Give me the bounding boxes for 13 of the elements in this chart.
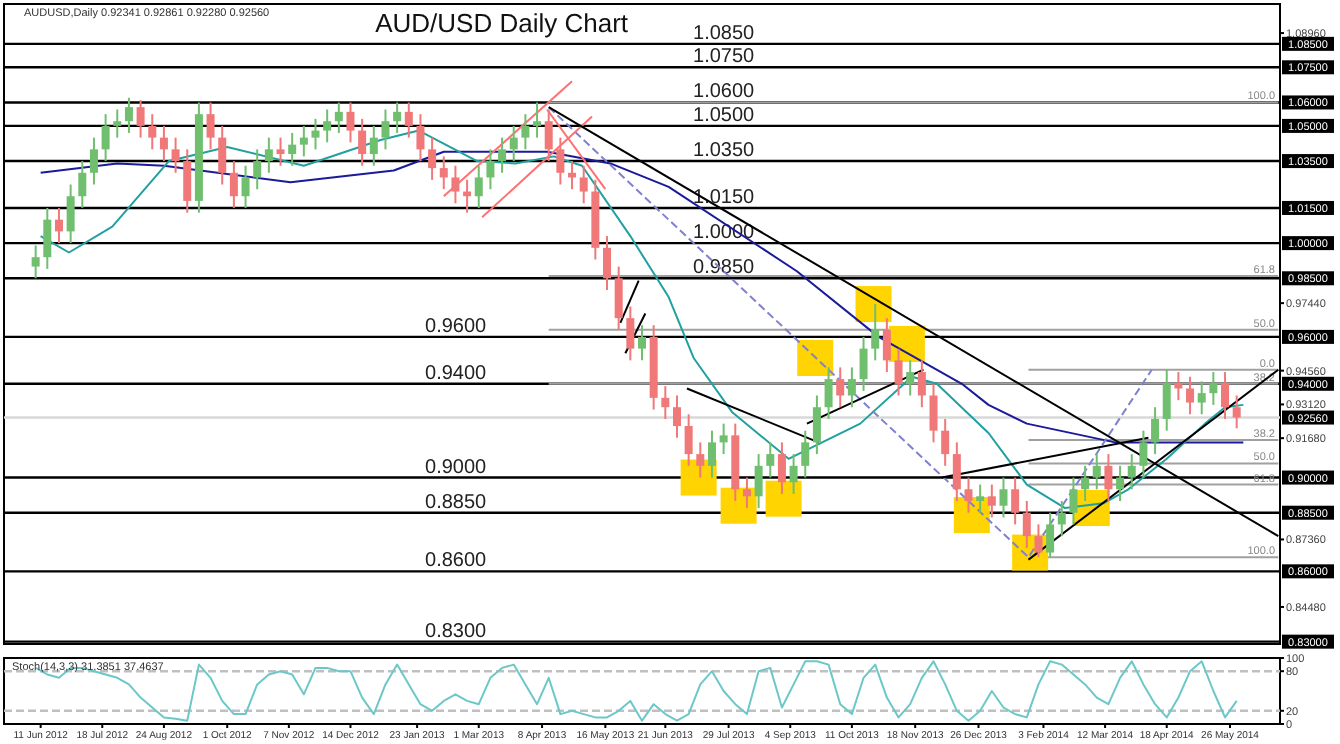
ref-line-label: 1.0600 xyxy=(693,81,756,104)
ref-line-label: 0.9000 xyxy=(425,456,488,479)
ref-line-label: 0.9600 xyxy=(425,315,488,338)
ref-line-label: 0.9850 xyxy=(693,257,756,280)
ref-line-label: 1.0500 xyxy=(693,104,756,127)
ref-line-label: 1.0350 xyxy=(693,140,756,163)
ref-line-label: 0.9400 xyxy=(425,362,488,385)
ref-line-label: 0.8600 xyxy=(425,550,488,573)
chart-title: AUD/USD Daily Chart xyxy=(375,8,629,38)
ref-line-label: 1.0850 xyxy=(693,22,756,45)
ref-line-label: 1.0750 xyxy=(693,46,756,69)
ref-line-label: 0.8300 xyxy=(425,620,488,643)
ref-line-label: 0.8850 xyxy=(425,491,488,514)
